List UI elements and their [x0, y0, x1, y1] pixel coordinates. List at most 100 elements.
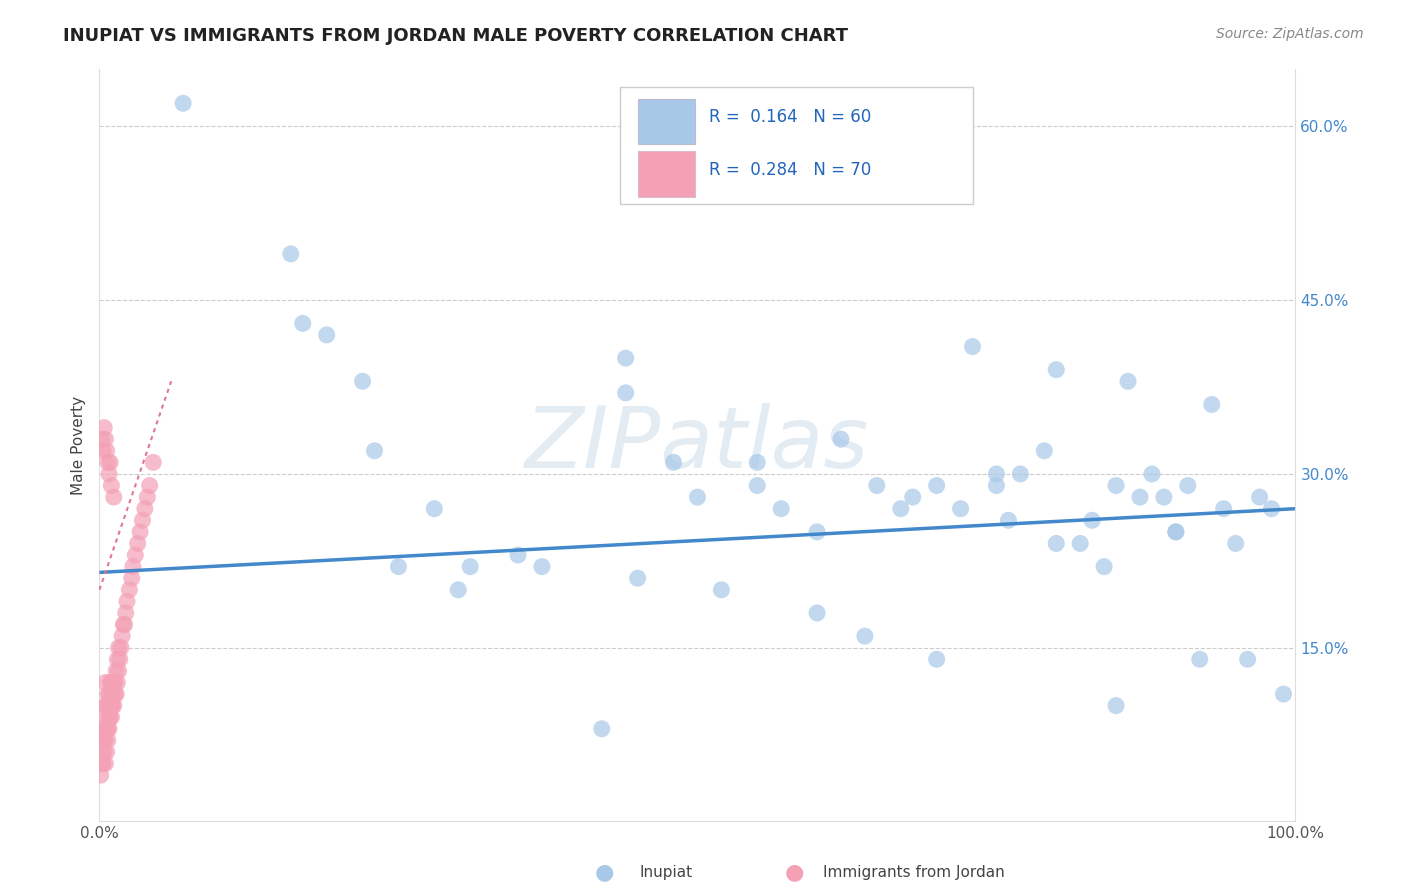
Immigrants from Jordan — [91, 443, 114, 458]
Inupiat — [1260, 501, 1282, 516]
Inupiat — [1116, 374, 1139, 388]
Inupiat — [710, 582, 733, 597]
Immigrants from Jordan — [121, 571, 143, 585]
Immigrants from Jordan — [98, 710, 121, 724]
Immigrants from Jordan — [114, 606, 136, 620]
Inupiat — [1249, 490, 1271, 504]
Inupiat — [591, 722, 613, 736]
Text: ●: ● — [785, 863, 804, 882]
Inupiat — [1081, 513, 1104, 527]
Inupiat — [925, 478, 948, 492]
Immigrants from Jordan — [98, 710, 121, 724]
Inupiat — [1045, 362, 1067, 376]
Inupiat — [352, 374, 374, 388]
Immigrants from Jordan — [101, 687, 124, 701]
Text: Immigrants from Jordan: Immigrants from Jordan — [823, 865, 1004, 880]
Immigrants from Jordan — [98, 675, 121, 690]
Text: Source: ZipAtlas.com: Source: ZipAtlas.com — [1216, 27, 1364, 41]
Inupiat — [315, 327, 337, 342]
Inupiat — [627, 571, 650, 585]
Immigrants from Jordan — [138, 478, 160, 492]
Immigrants from Jordan — [114, 617, 136, 632]
Inupiat — [770, 501, 793, 516]
Immigrants from Jordan — [103, 490, 125, 504]
Inupiat — [866, 478, 889, 492]
Inupiat — [1164, 524, 1187, 539]
Inupiat — [506, 548, 529, 562]
Immigrants from Jordan — [108, 652, 131, 666]
Immigrants from Jordan — [100, 698, 122, 713]
Inupiat — [447, 582, 470, 597]
Immigrants from Jordan — [100, 675, 122, 690]
Immigrants from Jordan — [96, 443, 118, 458]
Immigrants from Jordan — [96, 745, 118, 759]
Immigrants from Jordan — [107, 640, 129, 655]
Immigrants from Jordan — [142, 455, 165, 469]
Inupiat — [1069, 536, 1091, 550]
Inupiat — [280, 247, 302, 261]
Inupiat — [1045, 536, 1067, 550]
Immigrants from Jordan — [90, 756, 112, 771]
Immigrants from Jordan — [103, 675, 125, 690]
Immigrants from Jordan — [111, 629, 134, 643]
Immigrants from Jordan — [94, 432, 117, 446]
Text: INUPIAT VS IMMIGRANTS FROM JORDAN MALE POVERTY CORRELATION CHART: INUPIAT VS IMMIGRANTS FROM JORDAN MALE P… — [63, 27, 848, 45]
Immigrants from Jordan — [97, 698, 120, 713]
Text: ZIPatlas: ZIPatlas — [526, 403, 869, 486]
Immigrants from Jordan — [100, 710, 122, 724]
Immigrants from Jordan — [97, 722, 120, 736]
Immigrants from Jordan — [105, 675, 128, 690]
Immigrants from Jordan — [105, 664, 128, 678]
Inupiat — [1105, 698, 1128, 713]
Inupiat — [1105, 478, 1128, 492]
Immigrants from Jordan — [93, 722, 115, 736]
Immigrants from Jordan — [97, 687, 120, 701]
Inupiat — [530, 559, 553, 574]
Immigrants from Jordan — [96, 698, 118, 713]
Immigrants from Jordan — [118, 582, 141, 597]
Immigrants from Jordan — [91, 756, 114, 771]
Inupiat — [1164, 524, 1187, 539]
Inupiat — [747, 478, 769, 492]
Immigrants from Jordan — [96, 722, 118, 736]
Immigrants from Jordan — [105, 687, 128, 701]
Inupiat — [1272, 687, 1295, 701]
Immigrants from Jordan — [122, 559, 145, 574]
Inupiat — [458, 559, 481, 574]
Immigrants from Jordan — [101, 698, 124, 713]
Inupiat — [806, 606, 828, 620]
Immigrants from Jordan — [90, 745, 112, 759]
Inupiat — [614, 385, 637, 400]
Immigrants from Jordan — [107, 664, 129, 678]
Inupiat — [962, 339, 984, 353]
Inupiat — [830, 432, 852, 446]
Inupiat — [1201, 397, 1223, 411]
Inupiat — [901, 490, 924, 504]
Inupiat — [806, 524, 828, 539]
Immigrants from Jordan — [100, 478, 122, 492]
Inupiat — [1153, 490, 1175, 504]
Immigrants from Jordan — [97, 455, 120, 469]
Inupiat — [1092, 559, 1115, 574]
Inupiat — [423, 501, 446, 516]
Immigrants from Jordan — [93, 710, 115, 724]
Immigrants from Jordan — [98, 467, 121, 481]
Inupiat — [387, 559, 409, 574]
Immigrants from Jordan — [98, 698, 121, 713]
Immigrants from Jordan — [129, 524, 152, 539]
Immigrants from Jordan — [93, 420, 115, 434]
Inupiat — [1188, 652, 1211, 666]
Inupiat — [1212, 501, 1234, 516]
Immigrants from Jordan — [93, 745, 115, 759]
Immigrants from Jordan — [94, 756, 117, 771]
Immigrants from Jordan — [91, 733, 114, 747]
Inupiat — [949, 501, 972, 516]
Immigrants from Jordan — [104, 687, 127, 701]
Text: Inupiat: Inupiat — [640, 865, 693, 880]
Inupiat — [986, 478, 1008, 492]
FancyBboxPatch shape — [638, 152, 695, 196]
Inupiat — [853, 629, 876, 643]
Immigrants from Jordan — [136, 490, 159, 504]
Inupiat — [686, 490, 709, 504]
Immigrants from Jordan — [98, 455, 121, 469]
